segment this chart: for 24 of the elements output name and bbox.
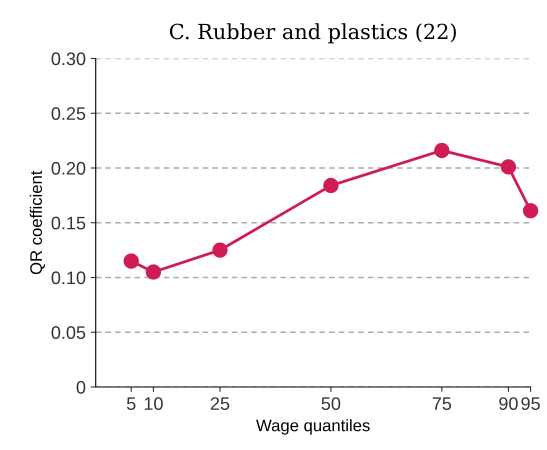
y-tick-label: 0.25 (52, 107, 86, 120)
point (146, 264, 162, 280)
y-tick-label: 0.20 (52, 162, 86, 175)
y-axis-title: QR coefficient (30, 170, 45, 274)
y-tick-label: 0.15 (52, 216, 86, 230)
y-tick-label: 0.05 (52, 326, 86, 339)
point (434, 142, 450, 158)
point (124, 253, 139, 269)
x-tick-label: 50 (322, 397, 340, 410)
y-tick-label: 0 (76, 380, 86, 394)
point (323, 178, 339, 194)
chart-title: C. Rubber and plastics (22) (170, 23, 456, 44)
x-tick-label: 75 (432, 397, 452, 410)
x-tick-label: 90 (499, 397, 518, 410)
x-tick-label: 10 (144, 397, 163, 410)
point (212, 242, 228, 258)
point (500, 159, 516, 175)
y-tick-label: 0.10 (52, 271, 86, 284)
x-tick-label: 25 (210, 397, 230, 410)
x-axis-title: Wage quantiles (256, 419, 370, 435)
y-tick-label: 0.30 (52, 52, 86, 66)
x-tick-label: 95 (521, 397, 540, 410)
point (522, 203, 538, 218)
x-tick-label: 5 (126, 397, 136, 410)
